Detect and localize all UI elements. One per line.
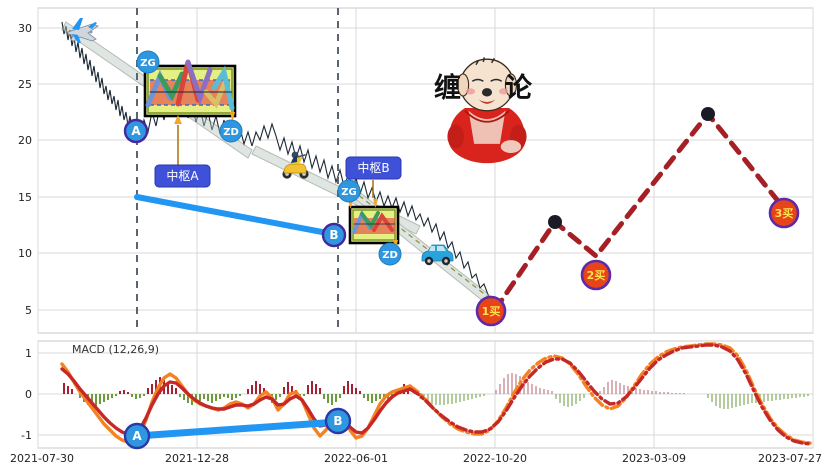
macd-divergence-line[interactable] <box>133 418 342 440</box>
pivot-b-zd-label: ZD <box>382 250 398 261</box>
buy-signal-1[interactable]: 1买 <box>475 295 507 327</box>
x-tick-label: 2022-10-20 <box>463 452 527 465</box>
buy-signal-3-label: 3买 <box>775 207 794 220</box>
pivot-a-group[interactable]: ZG ZD 中枢A <box>136 50 243 188</box>
y-tick-label: 20 <box>18 134 32 147</box>
macd-node-b[interactable]: B <box>324 407 352 435</box>
x-tick-label: 2021-12-28 <box>165 452 229 465</box>
pivot-a-zd-marker[interactable] <box>219 119 243 143</box>
pivot-a-zg-label: ZG <box>140 58 155 69</box>
buy-signal-2-label: 2买 <box>587 269 606 282</box>
pivot-b-zg-label: ZG <box>341 187 356 198</box>
buy-signal-2[interactable]: 2买 <box>580 259 612 291</box>
pivot-a-label: 中枢A <box>166 168 199 183</box>
macd-y-tick-label: 0 <box>25 388 32 401</box>
macd-y-tick-label: 1 <box>25 347 32 360</box>
pivot-a-subsegments <box>145 59 235 111</box>
price-panel: 30 25 20 15 10 5 <box>18 7 814 448</box>
y-tick-label: 25 <box>18 78 32 91</box>
pivot-b-arrow-mid <box>373 199 378 208</box>
pivot-b-label: 中枢B <box>357 160 389 175</box>
y-tick-label: 15 <box>18 191 32 204</box>
y-tick-label: 5 <box>25 304 32 317</box>
macd-node-a-label: A <box>132 429 142 443</box>
buy-signal-3[interactable]: 3买 <box>768 197 800 229</box>
macd-dea-line <box>60 367 412 436</box>
price-candlestick-series <box>61 21 495 306</box>
x-tick-label: 2021-07-30 <box>10 452 74 465</box>
y-tick-label: 30 <box>18 22 32 35</box>
macd-caption: MACD (12,26,9) <box>72 343 159 356</box>
price-y-axis: 30 25 20 15 10 5 <box>18 22 32 317</box>
price-node-b-label: B <box>329 228 338 242</box>
price-node-a[interactable]: A <box>123 118 149 144</box>
pivot-a-zg-marker[interactable] <box>136 50 160 74</box>
x-tick-label: 2023-03-09 <box>622 452 686 465</box>
y-tick-label: 10 <box>18 247 32 260</box>
pivot-b-subsegments <box>352 209 396 234</box>
macd-panel: 1 0 -1 MACD (12,26,9) <box>21 340 814 450</box>
macd-dif-line <box>60 362 412 444</box>
pivot-b-group[interactable]: ZG ZD 中枢B <box>337 156 402 266</box>
x-axis: 2021-07-30 2021-12-28 2022-06-01 2022-10… <box>10 452 822 465</box>
macd-y-axis: 1 0 -1 <box>21 347 32 442</box>
watermark-text-right: 论 <box>505 73 533 104</box>
pivot-a-label-box[interactable] <box>154 164 211 188</box>
watermark-text-left: 缠 <box>434 72 461 104</box>
forecast-peak-1 <box>548 215 562 229</box>
macd-dea-forecast <box>408 343 812 446</box>
macd-node-a[interactable]: A <box>123 422 151 450</box>
pivot-a-callout-arrow <box>174 115 182 124</box>
forecast-series[interactable] <box>492 107 781 313</box>
x-tick-label: 2023-07-27 <box>758 452 822 465</box>
x-tick-label: 2022-06-01 <box>324 452 388 465</box>
pivot-a-zd-label: ZD <box>223 127 239 138</box>
pivot-b-zg-marker[interactable] <box>337 179 361 203</box>
price-node-a-label: A <box>131 124 141 138</box>
watermark-group: 缠 论 <box>434 56 533 165</box>
forecast-dashed-line[interactable] <box>492 109 781 313</box>
price-divergence-line[interactable] <box>134 194 341 238</box>
buy-signal-1-label: 1买 <box>482 305 501 318</box>
pivot-b-label-box[interactable] <box>345 156 402 180</box>
macd-dif-forecast <box>408 342 812 445</box>
forecast-peak-2 <box>701 107 715 121</box>
pivot-a-arrow-right <box>230 112 235 122</box>
macd-node-b-label: B <box>333 414 342 428</box>
macd-y-tick-label: -1 <box>21 429 32 442</box>
price-node-b[interactable]: B <box>321 222 347 248</box>
pivot-b-zd-marker[interactable] <box>378 242 402 266</box>
